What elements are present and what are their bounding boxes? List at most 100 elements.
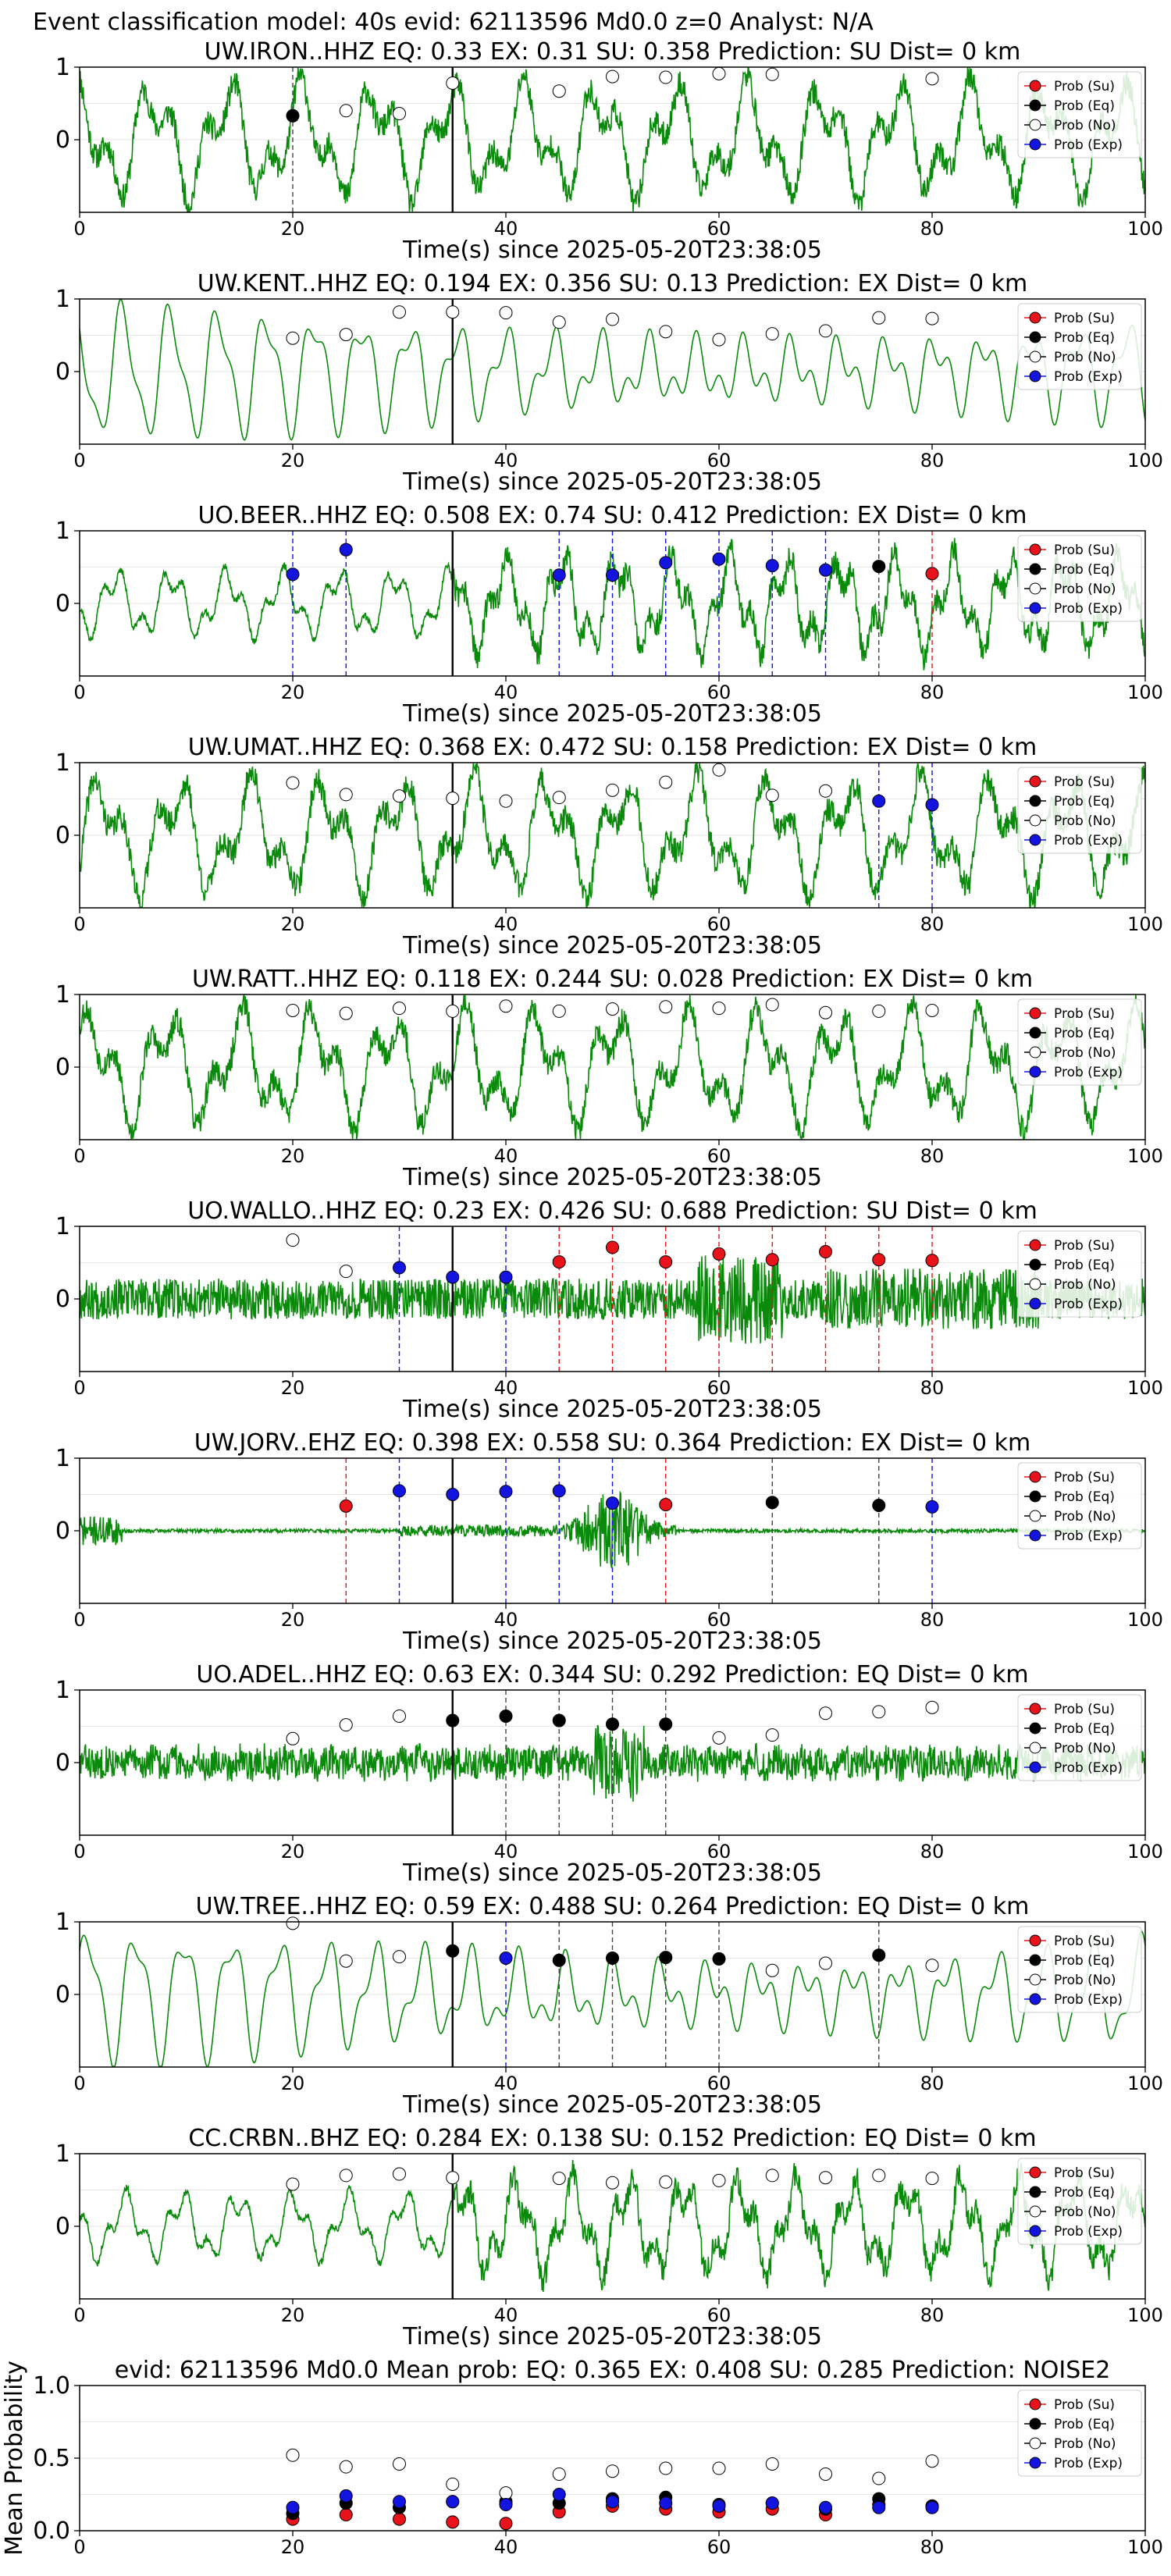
legend-marker-su [1029, 543, 1041, 556]
mean-marker-su [446, 2515, 460, 2529]
legend-label: Prob (Exp) [1054, 369, 1123, 385]
legend-marker-exp [1029, 1529, 1041, 1542]
legend: Prob (Su) Prob (Eq) Prob (No) Prob (Exp) [1017, 303, 1142, 390]
mean-marker-exp [446, 2495, 460, 2509]
x-tick-label: 20 [281, 1841, 305, 1863]
legend-marker-eq [1029, 563, 1041, 575]
legend-label: Prob (No) [1054, 1045, 1116, 1061]
mean-marker-su [339, 2508, 353, 2522]
prob-marker-eq [765, 1496, 779, 1510]
legend: Prob (Su) Prob (Eq) Prob (No) Prob (Exp) [1017, 1462, 1142, 1550]
panel-2: UW.KENT..HHZ EQ: 0.194 EX: 0.356 SU: 0.1… [55, 270, 1163, 496]
mean-marker-exp [606, 2495, 619, 2509]
x-tick-label: 100 [1127, 450, 1163, 471]
legend-label: Prob (Su) [1054, 311, 1115, 326]
prob-marker-no [925, 2172, 939, 2186]
prob-marker-no [286, 1233, 300, 1247]
mean-marker-no [606, 2464, 619, 2478]
legend-marker-su [1029, 2398, 1041, 2411]
mean-marker-no [819, 2467, 832, 2481]
legend-label: Prob (Su) [1054, 79, 1115, 94]
legend-marker-eq [1029, 1490, 1041, 1503]
mean-marker-no [286, 2448, 300, 2462]
x-tick-label: 100 [1127, 1841, 1163, 1863]
x-tick-label: 60 [707, 450, 731, 471]
legend-marker-su [1029, 1239, 1041, 1251]
x-tick-label: 40 [494, 2536, 518, 2558]
y-tick-label: 1 [55, 749, 70, 777]
prob-marker-no [872, 2169, 886, 2183]
waveform-trace [79, 299, 1146, 441]
y-tick-label: 0 [55, 1749, 70, 1777]
legend-marker-eq [1029, 99, 1041, 112]
mean-marker-exp [819, 2500, 832, 2514]
legend-label: Prob (Su) [1054, 2165, 1115, 2181]
x-tick-label: 20 [281, 450, 305, 471]
prob-marker-su [765, 1253, 779, 1267]
y-tick-label: 0 [55, 590, 70, 617]
legend: Prob (Su) Prob (Eq) Prob (No) Prob (Exp) [1017, 1230, 1142, 1318]
legend-label: Prob (Eq) [1054, 330, 1115, 346]
prob-marker-exp [606, 568, 619, 582]
legend-label: Prob (Exp) [1054, 833, 1123, 849]
prob-marker-exp [819, 563, 832, 577]
legend-label: Prob (No) [1054, 1509, 1116, 1525]
x-tick-label: 0 [73, 2304, 85, 2326]
legend-marker-no [1029, 119, 1041, 131]
x-tick-label: 60 [707, 681, 731, 703]
x-tick-label: 60 [707, 1145, 731, 1167]
prob-marker-no [552, 1004, 566, 1018]
prob-marker-no [925, 311, 939, 326]
y-tick-label: 1 [55, 286, 70, 313]
prob-marker-no [446, 1004, 460, 1018]
mean-marker-no [765, 2457, 779, 2471]
panel-1: UW.IRON..HHZ EQ: 0.33 EX: 0.31 SU: 0.358… [55, 38, 1163, 264]
prob-marker-no [552, 2172, 566, 2186]
mean-marker-exp [765, 2496, 779, 2510]
prob-marker-exp [552, 568, 566, 582]
panel-title: UW.TREE..HHZ EQ: 0.59 EX: 0.488 SU: 0.26… [196, 1893, 1030, 1920]
panel-title: evid: 62113596 Md0.0 Mean prob: EQ: 0.36… [115, 2357, 1111, 2384]
prob-marker-no [339, 104, 353, 118]
prob-marker-no [712, 1002, 726, 1016]
prob-marker-no [606, 69, 619, 84]
prob-marker-no [712, 763, 726, 777]
prob-marker-no [339, 1718, 353, 1732]
x-tick-label: 20 [281, 913, 305, 935]
legend-marker-exp [1029, 602, 1041, 614]
y-tick-label: 0.0 [33, 2517, 70, 2545]
x-tick-label: 0 [73, 2536, 85, 2558]
legend-marker-su [1029, 2166, 1041, 2179]
prob-marker-no [339, 328, 353, 342]
legend-box [1017, 2389, 1142, 2477]
panel-title: UW.IRON..HHZ EQ: 0.33 EX: 0.31 SU: 0.358… [205, 38, 1021, 66]
y-tick-label: 1 [55, 54, 70, 81]
waveform-trace [79, 67, 1146, 212]
legend-marker-su [1029, 311, 1041, 324]
legend-box [1017, 2158, 1142, 2245]
x-tick-label: 80 [920, 681, 945, 703]
x-tick-label: 0 [73, 450, 85, 471]
legend-label: Prob (Eq) [1054, 1953, 1115, 1969]
legend-label: Prob (No) [1054, 2436, 1116, 2452]
prob-marker-no [552, 84, 566, 98]
mean-marker-su [499, 2517, 513, 2531]
x-tick-label: 80 [920, 1841, 945, 1863]
x-tick-label: 60 [707, 1841, 731, 1863]
prob-marker-su [659, 1498, 673, 1512]
legend-box [1017, 1462, 1142, 1550]
mean-marker-no [872, 2471, 886, 2485]
x-tick-label: 40 [494, 681, 518, 703]
x-tick-label: 80 [920, 1377, 945, 1399]
x-tick-label: 20 [281, 1609, 305, 1631]
legend-label: Prob (Eq) [1054, 1489, 1115, 1505]
x-tick-label: 0 [73, 1145, 85, 1167]
mean-marker-exp [339, 2489, 353, 2503]
mean-marker-no [712, 2461, 726, 2475]
prob-marker-eq [552, 1713, 566, 1727]
legend-label: Prob (Exp) [1054, 1528, 1123, 1544]
legend-marker-no [1029, 1278, 1041, 1290]
prob-marker-eq [446, 1944, 460, 1958]
y-tick-label: 0 [55, 1054, 70, 1081]
prob-marker-exp [393, 1261, 406, 1275]
